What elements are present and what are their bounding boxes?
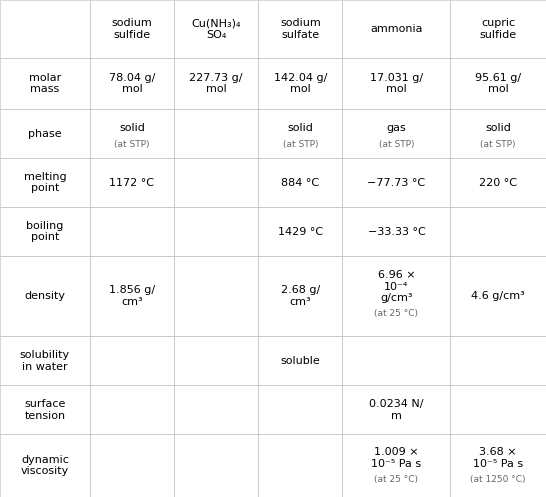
Bar [342, 58, 450, 109]
Bar [258, 256, 342, 336]
Bar [0, 58, 90, 109]
Text: 1429 °C: 1429 °C [278, 227, 323, 237]
Text: solid: solid [485, 123, 511, 133]
Bar [90, 109, 174, 158]
Bar [342, 336, 450, 385]
Text: 6.96 ×
10⁻⁴
g/cm³: 6.96 × 10⁻⁴ g/cm³ [378, 270, 415, 303]
Bar [450, 0, 546, 58]
Bar [450, 256, 546, 336]
Text: melting
point: melting point [23, 172, 66, 193]
Text: (at STP): (at STP) [379, 140, 414, 149]
Bar [258, 0, 342, 58]
Text: surface
tension: surface tension [24, 399, 66, 420]
Bar [258, 336, 342, 385]
Bar [450, 109, 546, 158]
Text: sodium
sulfate: sodium sulfate [280, 18, 321, 40]
Text: solid: solid [287, 123, 313, 133]
Bar [90, 58, 174, 109]
Bar [342, 256, 450, 336]
Bar [258, 109, 342, 158]
Text: 0.0234 N/
m: 0.0234 N/ m [369, 399, 424, 420]
Text: (at STP): (at STP) [282, 140, 318, 149]
Text: molar
mass: molar mass [29, 73, 61, 94]
Bar [450, 207, 546, 256]
Text: 1.009 ×
10⁻⁵ Pa s: 1.009 × 10⁻⁵ Pa s [371, 447, 422, 469]
Bar [258, 385, 342, 434]
Text: −77.73 °C: −77.73 °C [367, 177, 425, 187]
Bar [450, 385, 546, 434]
Text: 220 °C: 220 °C [479, 177, 517, 187]
Bar [342, 385, 450, 434]
Bar [342, 109, 450, 158]
Text: 227.73 g/
mol: 227.73 g/ mol [189, 73, 243, 94]
Bar [90, 434, 174, 497]
Bar [174, 109, 258, 158]
Text: (at 25 °C): (at 25 °C) [375, 309, 418, 318]
Text: gas: gas [387, 123, 406, 133]
Text: Cu(NH₃)₄
SO₄: Cu(NH₃)₄ SO₄ [192, 18, 241, 40]
Bar [258, 207, 342, 256]
Bar [90, 207, 174, 256]
Bar [174, 336, 258, 385]
Text: (at STP): (at STP) [114, 140, 150, 149]
Text: solubility
in water: solubility in water [20, 350, 70, 372]
Text: 1.856 g/
cm³: 1.856 g/ cm³ [109, 285, 155, 307]
Bar [174, 158, 258, 207]
Bar [90, 385, 174, 434]
Text: −33.33 °C: −33.33 °C [367, 227, 425, 237]
Text: 3.68 ×
10⁻⁵ Pa s: 3.68 × 10⁻⁵ Pa s [473, 447, 523, 469]
Bar [0, 385, 90, 434]
Bar [174, 0, 258, 58]
Bar [0, 336, 90, 385]
Text: 78.04 g/
mol: 78.04 g/ mol [109, 73, 155, 94]
Text: density: density [25, 291, 66, 301]
Bar [174, 434, 258, 497]
Text: ammonia: ammonia [370, 24, 423, 34]
Bar [90, 158, 174, 207]
Text: 2.68 g/
cm³: 2.68 g/ cm³ [281, 285, 320, 307]
Bar [258, 58, 342, 109]
Bar [0, 109, 90, 158]
Text: 17.031 g/
mol: 17.031 g/ mol [370, 73, 423, 94]
Bar [0, 0, 90, 58]
Text: sodium
sulfide: sodium sulfide [111, 18, 152, 40]
Bar [342, 207, 450, 256]
Bar [90, 0, 174, 58]
Text: 142.04 g/
mol: 142.04 g/ mol [274, 73, 327, 94]
Text: 884 °C: 884 °C [281, 177, 319, 187]
Bar [0, 158, 90, 207]
Bar [174, 58, 258, 109]
Text: 1172 °C: 1172 °C [109, 177, 155, 187]
Text: soluble: soluble [281, 356, 320, 366]
Bar [450, 158, 546, 207]
Bar [90, 256, 174, 336]
Bar [258, 434, 342, 497]
Bar [0, 207, 90, 256]
Text: dynamic
viscosity: dynamic viscosity [21, 455, 69, 477]
Bar [342, 0, 450, 58]
Bar [450, 58, 546, 109]
Text: solid: solid [119, 123, 145, 133]
Bar [258, 158, 342, 207]
Bar [342, 434, 450, 497]
Bar [0, 434, 90, 497]
Text: (at STP): (at STP) [480, 140, 516, 149]
Text: cupric
sulfide: cupric sulfide [480, 18, 517, 40]
Bar [342, 158, 450, 207]
Text: 95.61 g/
mol: 95.61 g/ mol [475, 73, 521, 94]
Bar [450, 336, 546, 385]
Bar [450, 434, 546, 497]
Bar [174, 256, 258, 336]
Bar [90, 336, 174, 385]
Bar [0, 256, 90, 336]
Text: boiling
point: boiling point [26, 221, 64, 243]
Text: (at 1250 °C): (at 1250 °C) [471, 475, 526, 484]
Text: phase: phase [28, 129, 62, 139]
Bar [174, 207, 258, 256]
Bar [174, 385, 258, 434]
Text: (at 25 °C): (at 25 °C) [375, 475, 418, 484]
Text: 4.6 g/cm³: 4.6 g/cm³ [471, 291, 525, 301]
